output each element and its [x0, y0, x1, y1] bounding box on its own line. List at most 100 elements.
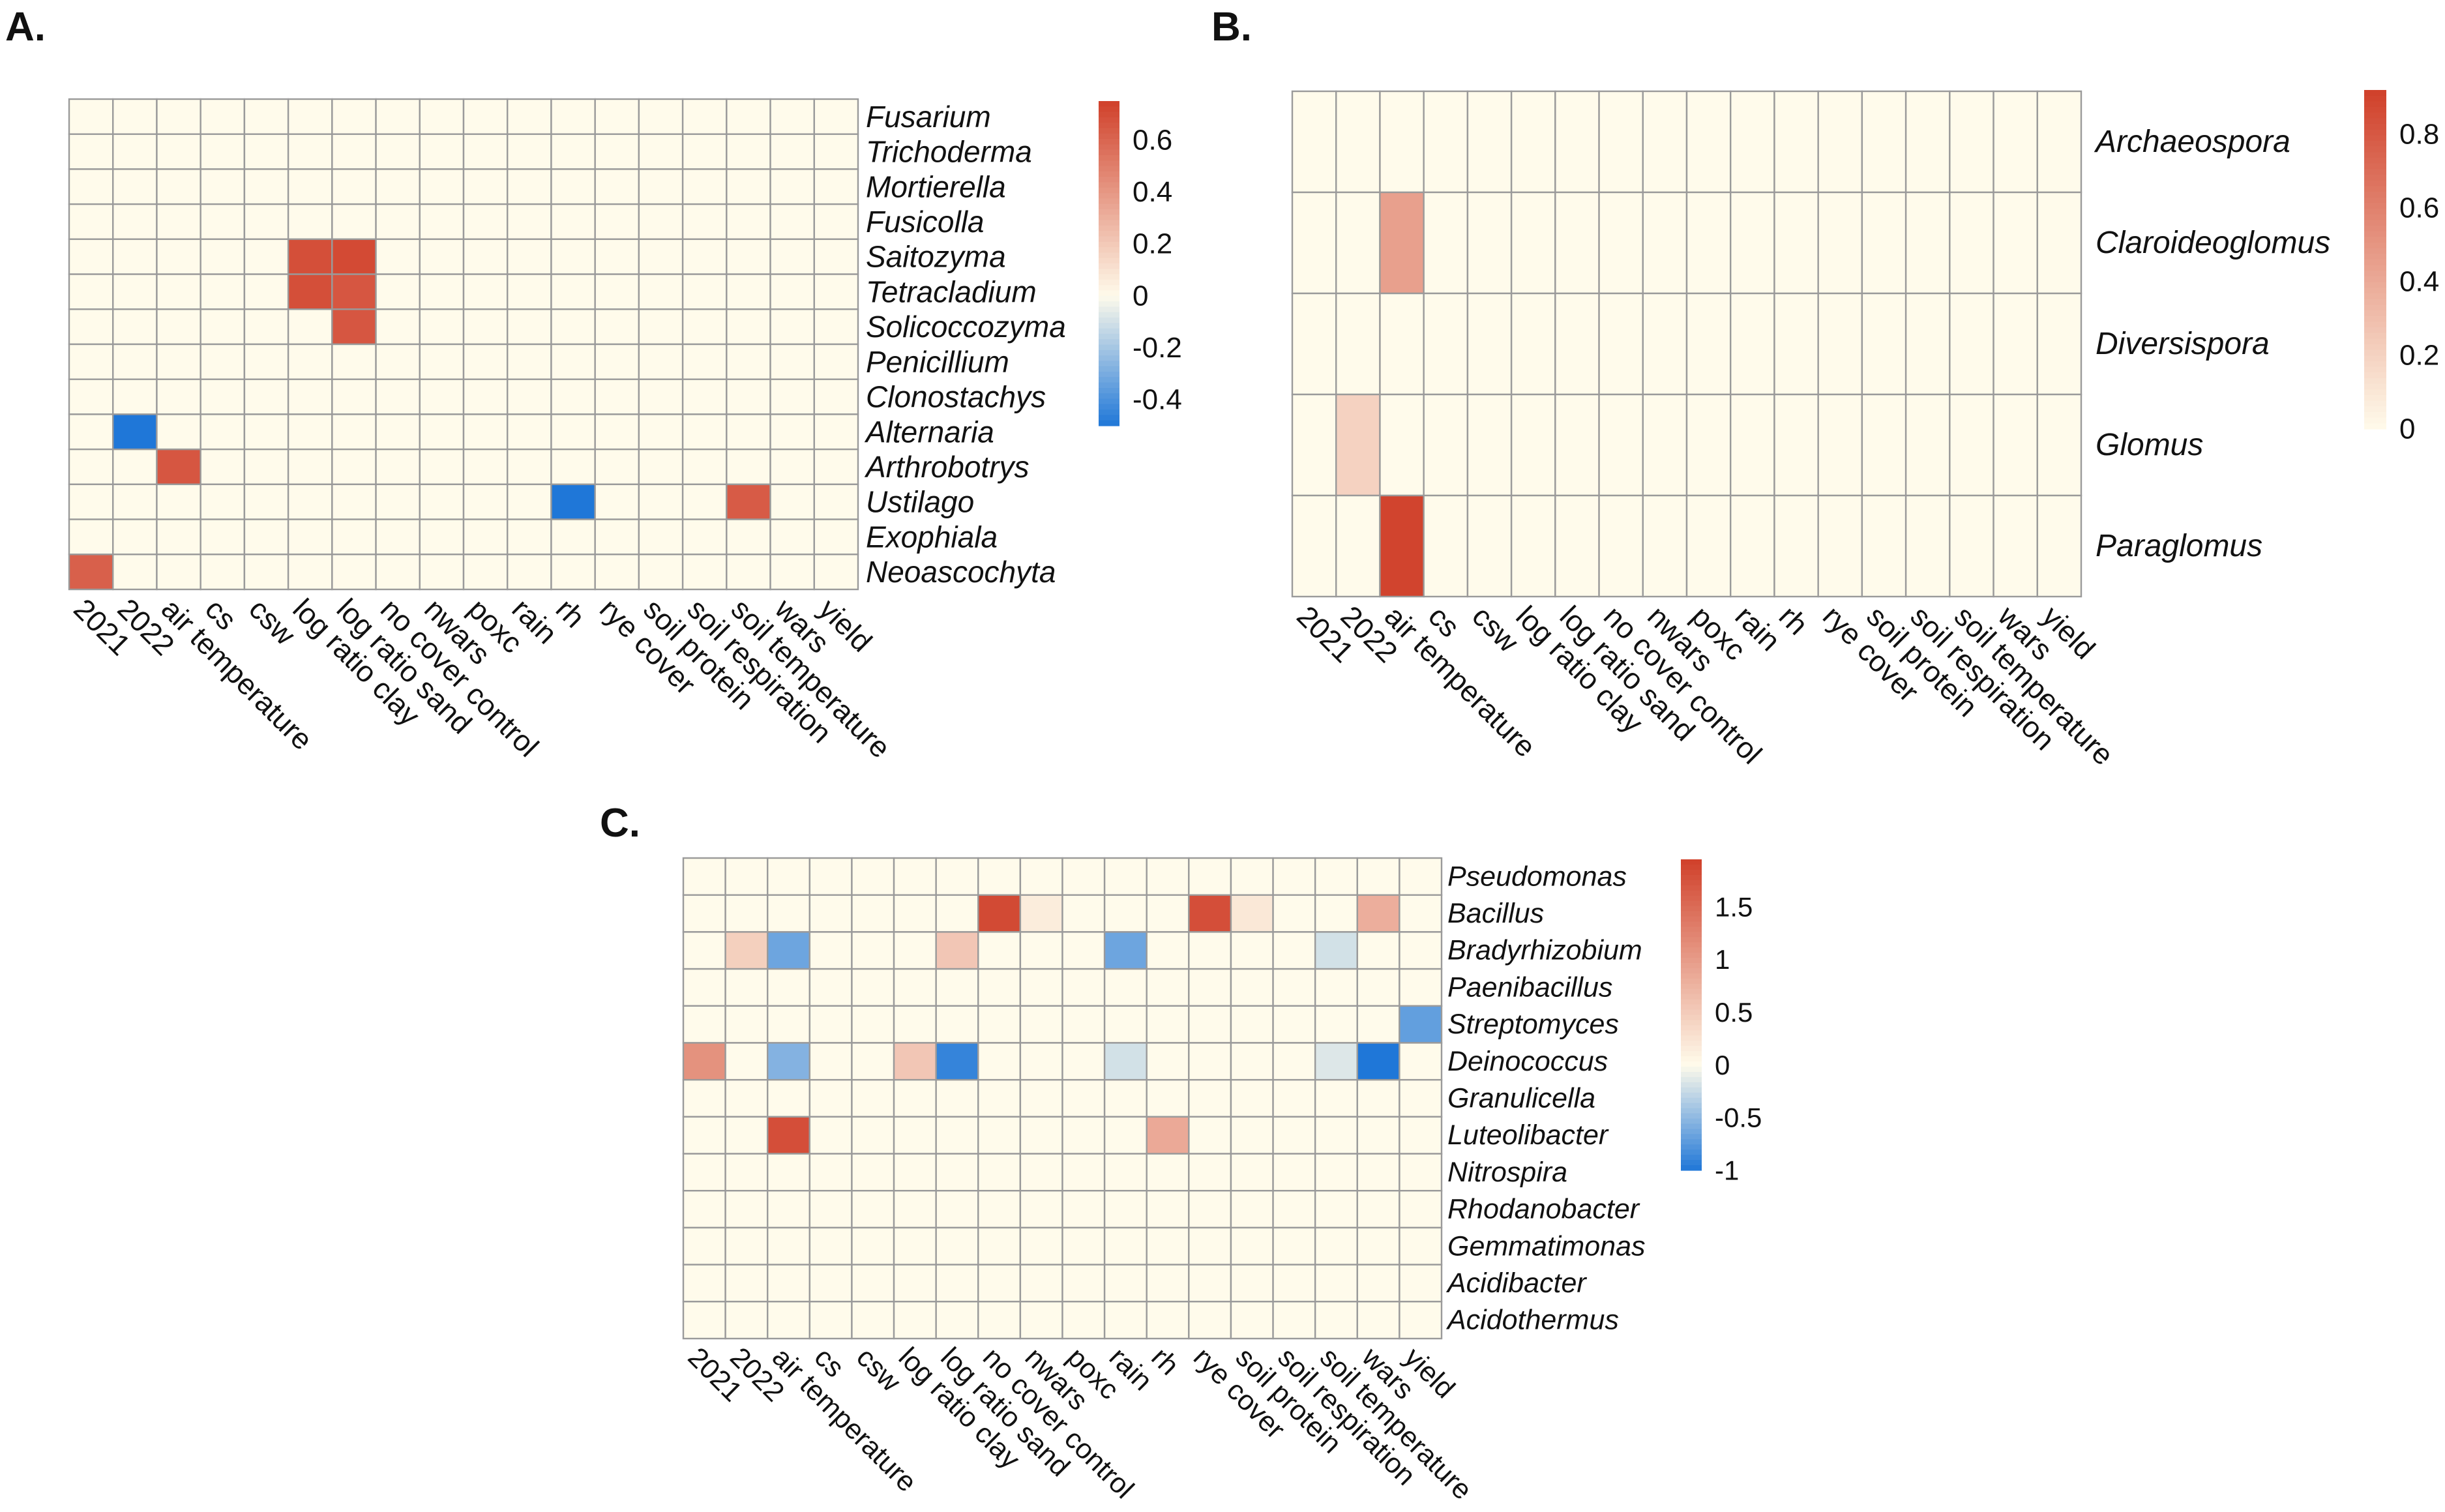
panel-c-colorbar-tick: 1	[1715, 944, 1730, 975]
panel-c-cell-pseudomonas-soil-protein	[1230, 857, 1274, 896]
panel-b-colorbar-band	[2364, 197, 2386, 203]
panel-c-cell-bradyrhizobium-rain	[1103, 931, 1148, 970]
panel-a-colorbar-band	[1099, 111, 1119, 118]
panel-c-cell-granulicella-no-cover-control	[977, 1078, 1022, 1118]
panel-c-cell-pseudomonas-rye-cover	[1188, 857, 1232, 896]
panel-c-label: C.	[600, 801, 640, 846]
panel-b-cell-diversispora-soil-protein	[1861, 292, 1907, 396]
panel-a-cell-saitozyma-log-ratio-clay	[287, 238, 333, 275]
panel-b-colorbar-band	[2364, 124, 2386, 130]
panel-c-cell-acidibacter-no-cover-control	[977, 1264, 1022, 1303]
panel-c-cell-rhodanobacter-air-temperature	[767, 1190, 811, 1229]
panel-a-cell-fusarium-2022	[112, 98, 158, 135]
panel-c-cell-paenibacillus-yield	[1399, 968, 1443, 1007]
panel-a-cell-ustilago-rye-cover	[594, 483, 640, 520]
panel-c-cell-acidibacter-soil-temperature	[1314, 1264, 1358, 1303]
panel-a-colorbar-band	[1099, 123, 1119, 129]
panel-b-colorbar-band	[2364, 288, 2386, 294]
panel-a-colorbar-band	[1099, 117, 1119, 123]
panel-c-cell-deinococcus-nwars	[1019, 1042, 1063, 1081]
panel-c-cell-nitrospira-2021	[682, 1153, 726, 1192]
panel-c-cell-pseudomonas-cs	[808, 857, 853, 896]
panel-b-colorbar-band	[2364, 276, 2386, 283]
panel-b-cell-claroideoglomus-nwars	[1642, 191, 1688, 295]
panel-a-cell-exophiala-cs	[200, 518, 246, 556]
panel-c-cell-bacillus-soil-protein	[1230, 894, 1274, 933]
panel-a-row-label-fusarium: Fusarium	[866, 100, 991, 134]
panel-a-colorbar-band	[1099, 101, 1119, 107]
panel-b-cell-glomus-rh	[1773, 393, 1819, 497]
panel-c-cell-luteolibacter-soil-respiration	[1272, 1116, 1316, 1155]
panel-b-cell-glomus-2021	[1291, 393, 1337, 497]
panel-b-cell-archaeospora-soil-protein	[1861, 90, 1907, 194]
panel-c-cell-nitrospira-nwars	[1019, 1153, 1063, 1192]
panel-a-cell-neoascochyta-csw	[243, 554, 289, 591]
panel-a-cell-penicillium-log-ratio-sand	[331, 343, 377, 380]
panel-b-colorbar-tick: 0.4	[2399, 265, 2439, 297]
panel-b-colorbar-band	[2364, 175, 2386, 181]
panel-a-row-label-ustilago: Ustilago	[866, 485, 974, 519]
panel-c-cell-paenibacillus-2021	[682, 968, 726, 1007]
panel-c-cell-paenibacillus-wars	[1356, 968, 1400, 1007]
panel-c-cell-streptomyces-rain	[1103, 1005, 1148, 1044]
panel-c-cells	[682, 857, 1443, 1340]
panel-c-cell-gemmatimonas-nwars	[1019, 1226, 1063, 1266]
panel-a-cell-tetracladium-rh	[550, 273, 596, 310]
panel-c-colorbar-band	[1681, 1046, 1702, 1052]
panel-b-colorbar-band	[2364, 90, 2386, 96]
panel-c-colorbar-band	[1681, 1144, 1702, 1150]
panel-b-colorbar-band	[2364, 192, 2386, 198]
panel-a-cell-exophiala-air-temperature	[156, 518, 201, 556]
panel-a-cell-tetracladium-2022	[112, 273, 158, 310]
panel-b-colorbar-band	[2364, 271, 2386, 277]
panel-c-cell-luteolibacter-log-ratio-sand	[935, 1116, 979, 1155]
panel-c-row-label-streptomyces: Streptomyces	[1447, 1009, 1619, 1040]
panel-b-colorbar-band	[2364, 316, 2386, 322]
panel-a-cell-exophiala-2022	[112, 518, 158, 556]
panel-a-cell-alternaria-2022	[112, 413, 158, 451]
panel-a-cell-tetracladium-soil-temperature	[726, 273, 771, 310]
panel-b-colorbar-band	[2364, 237, 2386, 243]
panel-c-cell-bacillus-rye-cover	[1188, 894, 1232, 933]
panel-a-cell-saitozyma-soil-temperature	[726, 238, 771, 275]
panel-a-cell-solicoccozyma-log-ratio-clay	[287, 308, 333, 346]
panel-a-cell-fusarium-yield	[813, 98, 859, 135]
panel-c-cell-deinococcus-poxc	[1061, 1042, 1106, 1081]
panel-b-cell-diversispora-yield	[2036, 292, 2082, 396]
panel-c-cell-streptomyces-soil-protein	[1230, 1005, 1274, 1044]
panel-b-colorbar-band	[2364, 361, 2386, 368]
panel-b-colorbar-band	[2364, 231, 2386, 237]
panel-c-cell-bacillus-log-ratio-sand	[935, 894, 979, 933]
panel-b-cell-paraglomus-yield	[2036, 494, 2082, 598]
panel-b-colorbar-band	[2364, 129, 2386, 136]
panel-a-cell-ustilago-rh	[550, 483, 596, 520]
panel-a-colorbar-band	[1099, 133, 1119, 140]
panel-a-colorbar-band	[1099, 372, 1119, 378]
panel-c-cell-granulicella-soil-respiration	[1272, 1078, 1316, 1118]
panel-a-cell-arthrobotrys-no-cover-control	[375, 448, 421, 486]
panel-c-colorbar-band	[1681, 1051, 1702, 1057]
panel-c-row-label-bradyrhizobium: Bradyrhizobium	[1447, 935, 1642, 966]
panel-c-cell-acidibacter-soil-protein	[1230, 1264, 1274, 1303]
panel-a-cell-trichoderma-log-ratio-clay	[287, 133, 333, 170]
panel-c-cell-deinococcus-log-ratio-sand	[935, 1042, 979, 1081]
panel-a-cell-fusicolla-log-ratio-clay	[287, 203, 333, 241]
panel-a-cell-trichoderma-nwars	[419, 133, 465, 170]
panel-a-cell-clonostachys-rye-cover	[594, 378, 640, 415]
panel-c-colorbar-band	[1681, 864, 1702, 870]
panel-a-cell-mortierella-csw	[243, 168, 289, 205]
panel-a-colorbar-band	[1099, 182, 1119, 188]
panel-a-colorbar-tick: 0.2	[1133, 228, 1172, 260]
panel-a-cell-tetracladium-log-ratio-clay	[287, 273, 333, 310]
panel-a-cell-fusicolla-soil-temperature	[726, 203, 771, 241]
panel-a-cell-tetracladium-nwars	[419, 273, 465, 310]
panel-a-colorbar-band	[1099, 252, 1119, 259]
panel-a-colorbar-band	[1099, 393, 1119, 400]
panel-c-cell-rhodanobacter-soil-protein	[1230, 1190, 1274, 1229]
panel-a-cell-solicoccozyma-nwars	[419, 308, 465, 346]
panel-a-colorbar-band	[1099, 203, 1119, 210]
panel-b-cell-paraglomus-poxc	[1685, 494, 1732, 598]
panel-a-cell-exophiala-soil-protein	[638, 518, 684, 556]
panel-a-cell-fusarium-nwars	[419, 98, 465, 135]
panel-c-cell-granulicella-cs	[808, 1078, 853, 1118]
